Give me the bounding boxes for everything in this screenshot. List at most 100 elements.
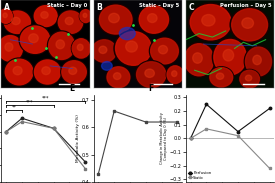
Ellipse shape [193,53,202,63]
Ellipse shape [166,65,184,84]
Ellipse shape [209,67,234,88]
Ellipse shape [34,60,60,84]
Ellipse shape [72,39,90,58]
Ellipse shape [106,66,131,89]
Ellipse shape [57,10,84,34]
Ellipse shape [138,5,170,34]
Ellipse shape [91,39,117,63]
Ellipse shape [13,66,22,75]
Ellipse shape [119,27,135,40]
Ellipse shape [202,14,215,26]
Perfusion [268,107,271,109]
Ellipse shape [42,67,50,75]
Ellipse shape [145,69,154,77]
Ellipse shape [147,14,157,23]
Ellipse shape [4,11,30,33]
Ellipse shape [216,73,224,79]
Text: C: C [188,3,194,12]
Ellipse shape [65,17,73,25]
Ellipse shape [5,43,13,51]
Line: Static: Static [189,128,271,170]
Ellipse shape [210,68,233,87]
Ellipse shape [167,66,183,83]
Ellipse shape [114,73,121,80]
Ellipse shape [185,44,214,76]
Ellipse shape [61,60,87,84]
Ellipse shape [116,31,152,65]
Ellipse shape [223,49,234,61]
Ellipse shape [3,13,7,18]
Static [189,137,192,139]
Ellipse shape [62,61,86,83]
Ellipse shape [20,26,50,53]
Text: A: A [4,3,10,12]
Text: ***: *** [42,95,49,100]
Ellipse shape [246,47,271,76]
Ellipse shape [77,44,83,51]
Ellipse shape [188,3,233,41]
Legend: Perfusion, Static: Perfusion, Static [188,171,212,180]
Ellipse shape [33,5,58,27]
Ellipse shape [0,36,23,61]
Ellipse shape [79,9,92,23]
Perfusion [189,137,192,139]
Ellipse shape [33,59,62,85]
Ellipse shape [239,69,260,89]
Ellipse shape [109,13,119,23]
Ellipse shape [34,6,57,27]
Ellipse shape [212,38,248,76]
Text: Static – Day 0: Static – Day 0 [47,3,87,8]
Text: E: E [69,84,74,93]
Ellipse shape [99,46,107,53]
Ellipse shape [100,5,132,34]
Text: Static – Day 5: Static – Day 5 [139,3,180,8]
Line: Perfusion: Perfusion [189,103,271,140]
Ellipse shape [29,34,38,43]
Ellipse shape [253,55,261,65]
Static [268,167,271,169]
Ellipse shape [136,62,166,87]
Static [205,128,208,130]
Ellipse shape [92,40,116,62]
Ellipse shape [19,25,51,55]
Ellipse shape [139,6,169,33]
Static [236,135,240,137]
Ellipse shape [48,31,76,61]
Ellipse shape [0,8,13,24]
Ellipse shape [101,61,112,70]
Y-axis label: Metabolic Activity (%): Metabolic Activity (%) [76,114,80,162]
Ellipse shape [135,61,167,89]
Ellipse shape [245,75,252,81]
Text: Perfusion – Day 5: Perfusion – Day 5 [220,3,272,8]
Ellipse shape [69,67,77,74]
Text: B: B [96,3,102,12]
Ellipse shape [80,10,91,23]
Ellipse shape [3,10,32,34]
Ellipse shape [72,38,91,59]
Ellipse shape [126,41,138,52]
Ellipse shape [190,5,231,40]
Ellipse shape [240,70,259,88]
Ellipse shape [244,46,273,77]
Ellipse shape [41,12,48,18]
Ellipse shape [98,4,133,35]
Y-axis label: Change in Metabolic Activity
Compared to Day 0 (%): Change in Metabolic Activity Compared to… [160,113,168,164]
Text: F: F [148,84,154,93]
Ellipse shape [242,18,254,28]
Ellipse shape [230,7,269,42]
Text: **: ** [12,104,16,109]
Ellipse shape [58,11,83,33]
Ellipse shape [5,59,33,85]
Ellipse shape [149,37,180,65]
Ellipse shape [183,42,215,77]
Ellipse shape [158,45,167,54]
Ellipse shape [232,9,268,41]
Perfusion [236,130,240,133]
Ellipse shape [172,71,177,76]
Ellipse shape [56,40,65,49]
Ellipse shape [4,58,34,86]
Ellipse shape [49,32,75,59]
Perfusion [205,103,208,105]
Ellipse shape [107,67,130,88]
Ellipse shape [151,38,178,64]
